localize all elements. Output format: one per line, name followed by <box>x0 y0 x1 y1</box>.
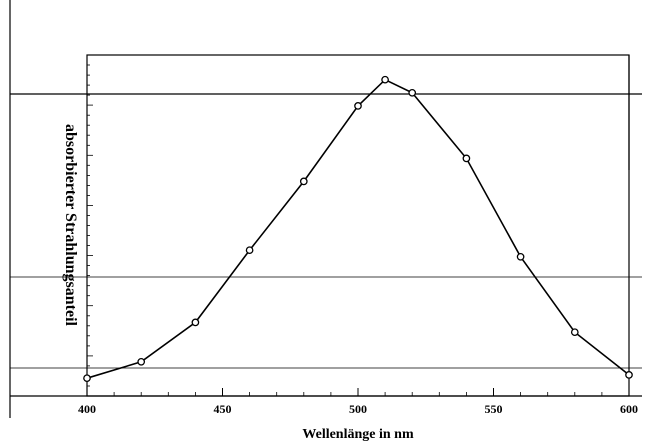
x-tick-label: 550 <box>485 402 503 416</box>
x-axis-ticks: 400 450 500 550 600 <box>78 388 638 416</box>
data-point <box>516 252 525 261</box>
data-point <box>83 374 91 383</box>
data-point <box>354 102 362 110</box>
x-axis-label: Wellenlänge in nm <box>302 427 414 442</box>
data-point <box>462 154 471 163</box>
x-tick-label: 500 <box>349 402 367 416</box>
series-line <box>86 78 630 379</box>
data-point <box>191 318 200 327</box>
chart-frame <box>9 0 642 418</box>
data-point <box>299 177 308 186</box>
y-minor-ticks <box>87 54 93 397</box>
data-point <box>408 88 417 97</box>
x-tick-label: 450 <box>214 402 232 416</box>
series-layer <box>83 75 633 383</box>
x-tick-label: 600 <box>620 402 638 416</box>
data-point <box>625 371 633 379</box>
data-point <box>137 357 146 366</box>
y-axis-label: absorbierter Strahlungsanteil <box>62 124 79 326</box>
data-point <box>381 75 389 84</box>
x-tick-label: 400 <box>78 402 96 416</box>
data-point <box>570 328 579 337</box>
data-point <box>245 246 254 255</box>
